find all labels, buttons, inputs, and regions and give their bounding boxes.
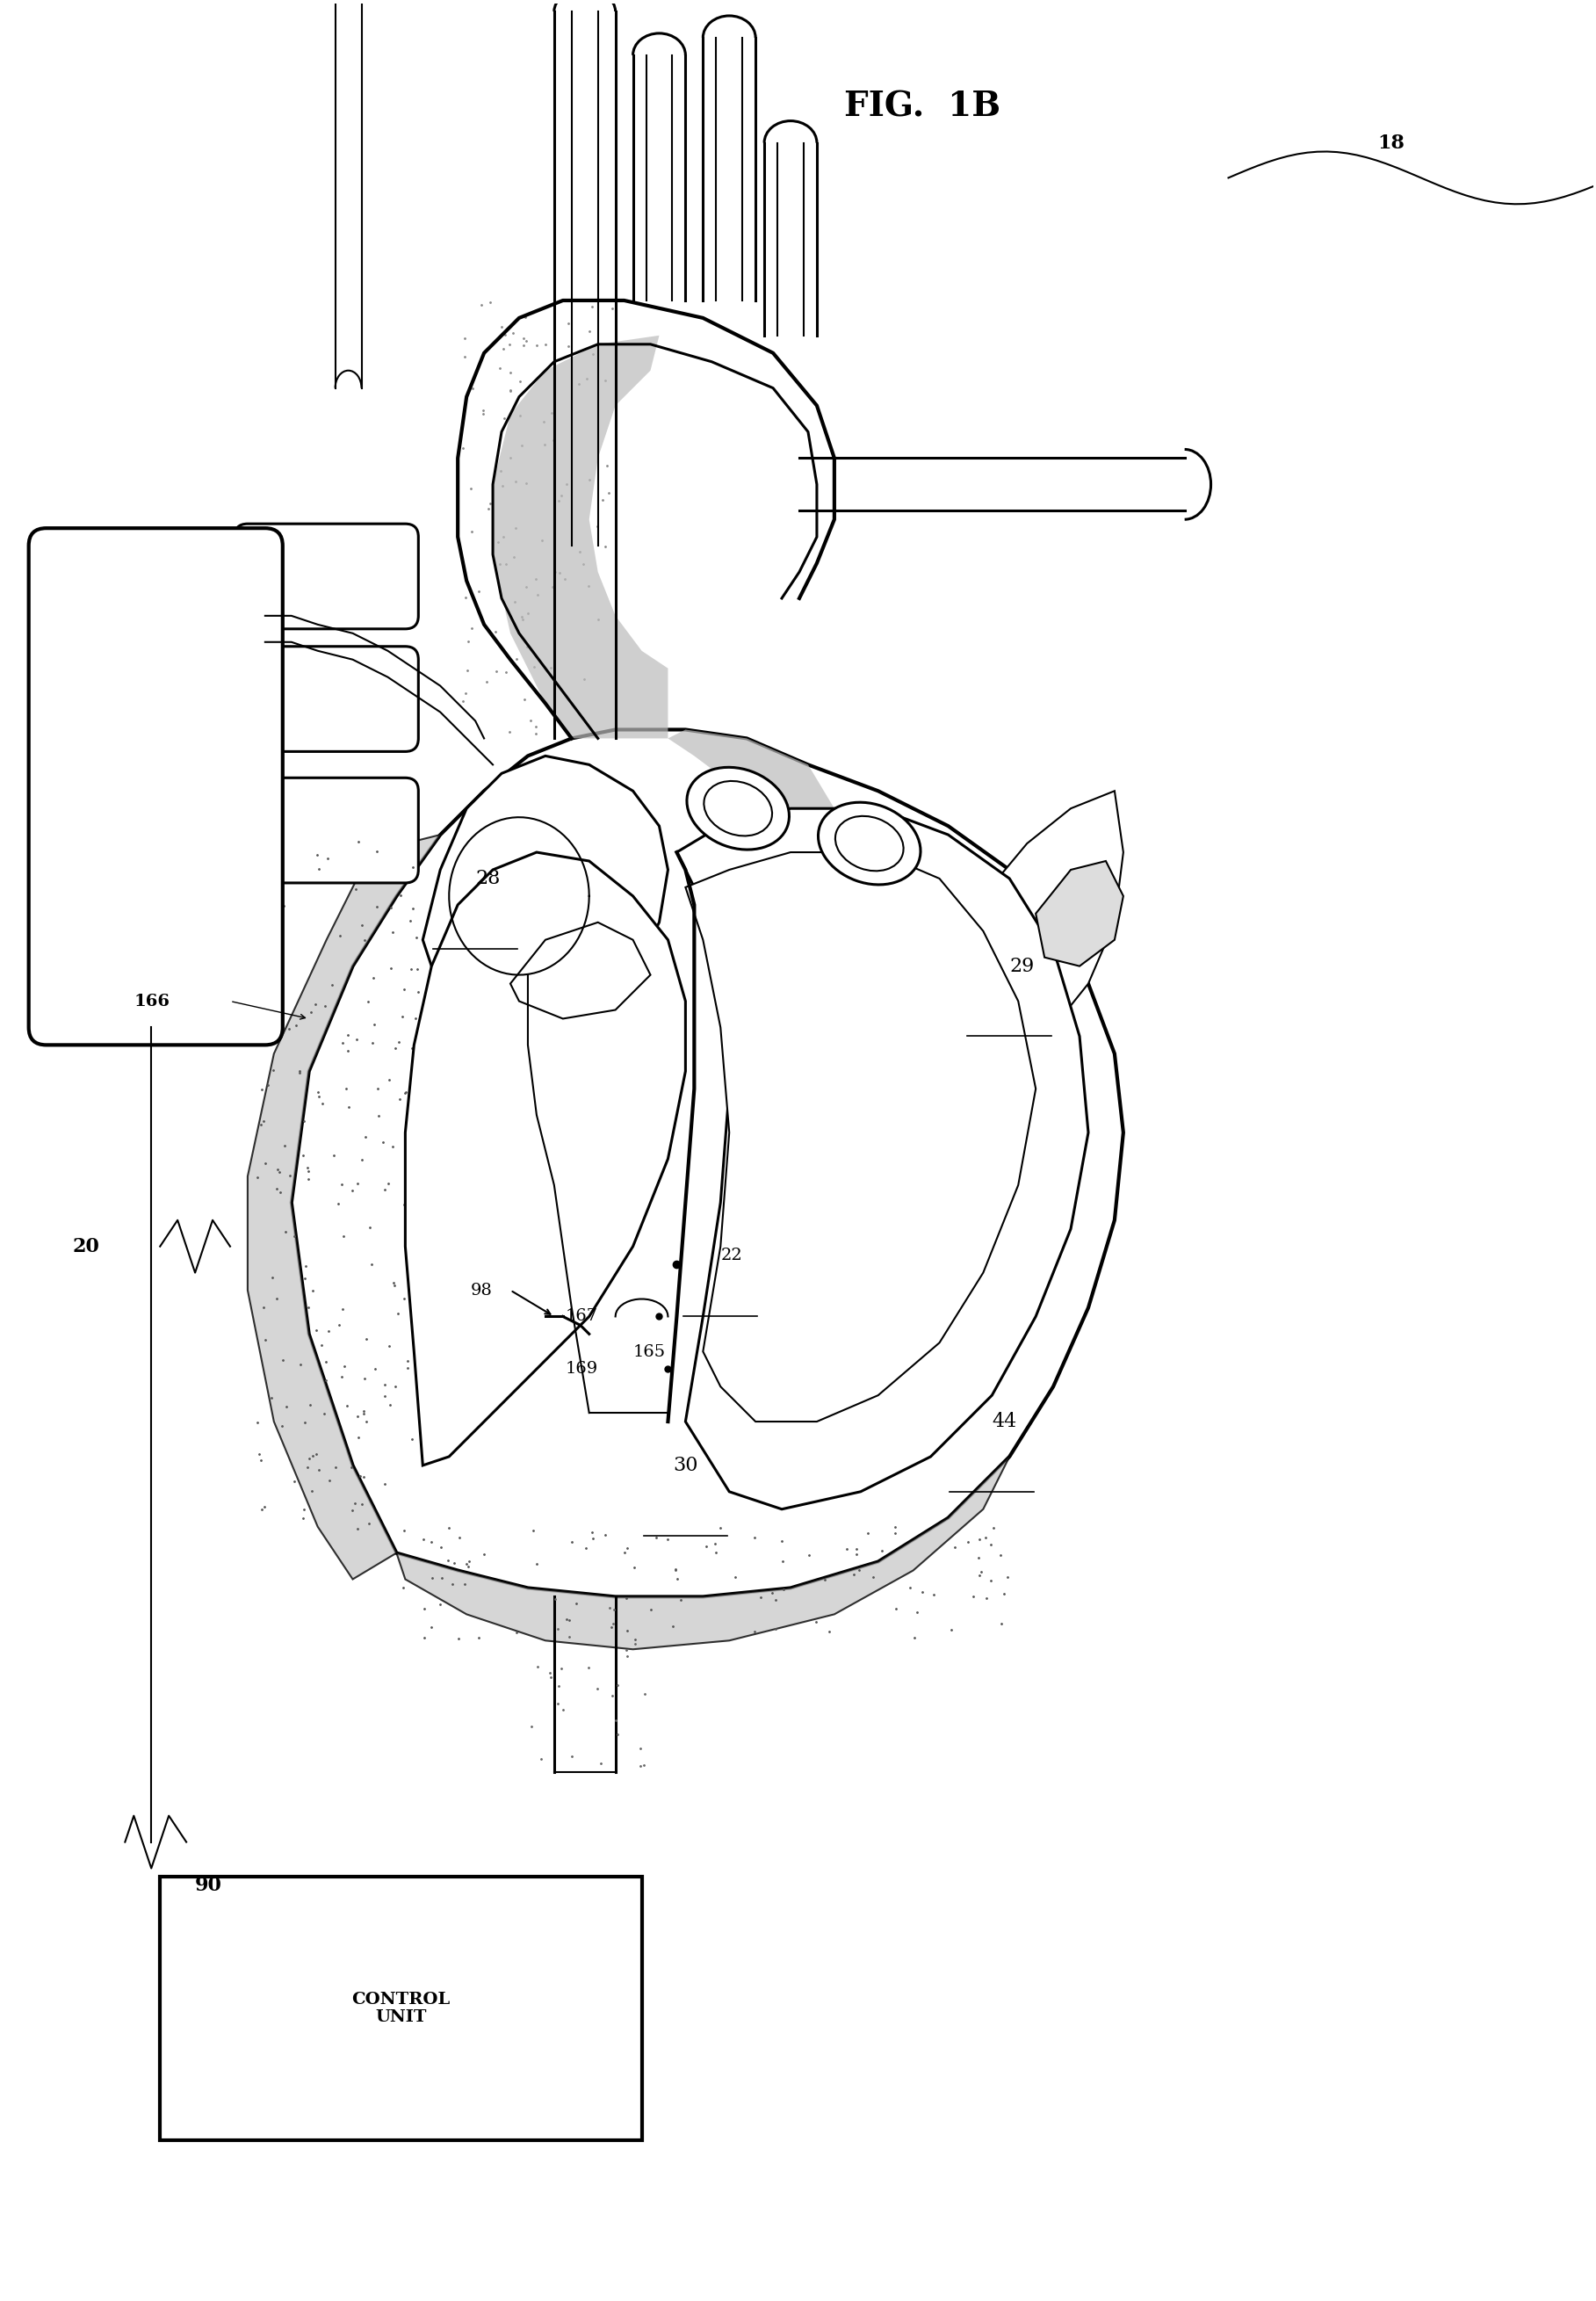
Polygon shape bbox=[669, 729, 843, 1019]
Polygon shape bbox=[292, 729, 1124, 1597]
Polygon shape bbox=[511, 923, 651, 1019]
Text: 29: 29 bbox=[1010, 957, 1034, 976]
Ellipse shape bbox=[686, 766, 788, 849]
Text: 165: 165 bbox=[634, 1344, 666, 1360]
Polygon shape bbox=[677, 808, 1088, 1509]
Text: 30: 30 bbox=[674, 1457, 697, 1475]
Ellipse shape bbox=[819, 803, 921, 884]
FancyBboxPatch shape bbox=[160, 1878, 642, 2140]
FancyBboxPatch shape bbox=[235, 647, 418, 752]
Text: 44: 44 bbox=[993, 1413, 1017, 1431]
Text: FIG.  1B: FIG. 1B bbox=[844, 90, 1001, 124]
Polygon shape bbox=[423, 757, 669, 1029]
Polygon shape bbox=[396, 1457, 1010, 1650]
Text: 169: 169 bbox=[565, 1362, 598, 1376]
Polygon shape bbox=[247, 835, 440, 1578]
Polygon shape bbox=[493, 336, 669, 739]
Text: 20: 20 bbox=[72, 1236, 99, 1256]
Text: 98: 98 bbox=[471, 1282, 493, 1298]
Text: CONTROL
UNIT: CONTROL UNIT bbox=[351, 1990, 450, 2025]
Polygon shape bbox=[1036, 861, 1124, 966]
FancyBboxPatch shape bbox=[235, 525, 418, 628]
FancyBboxPatch shape bbox=[29, 529, 282, 1045]
FancyBboxPatch shape bbox=[235, 778, 418, 884]
Text: 22: 22 bbox=[720, 1247, 742, 1263]
Polygon shape bbox=[405, 851, 685, 1466]
Text: 167: 167 bbox=[565, 1309, 598, 1325]
Text: 166: 166 bbox=[134, 994, 169, 1010]
Text: 90: 90 bbox=[195, 1875, 222, 1896]
Polygon shape bbox=[948, 792, 1124, 1054]
Ellipse shape bbox=[704, 780, 772, 835]
Text: 28: 28 bbox=[476, 870, 500, 888]
Ellipse shape bbox=[835, 817, 903, 872]
Text: 18: 18 bbox=[1377, 133, 1404, 152]
Polygon shape bbox=[685, 851, 1036, 1422]
